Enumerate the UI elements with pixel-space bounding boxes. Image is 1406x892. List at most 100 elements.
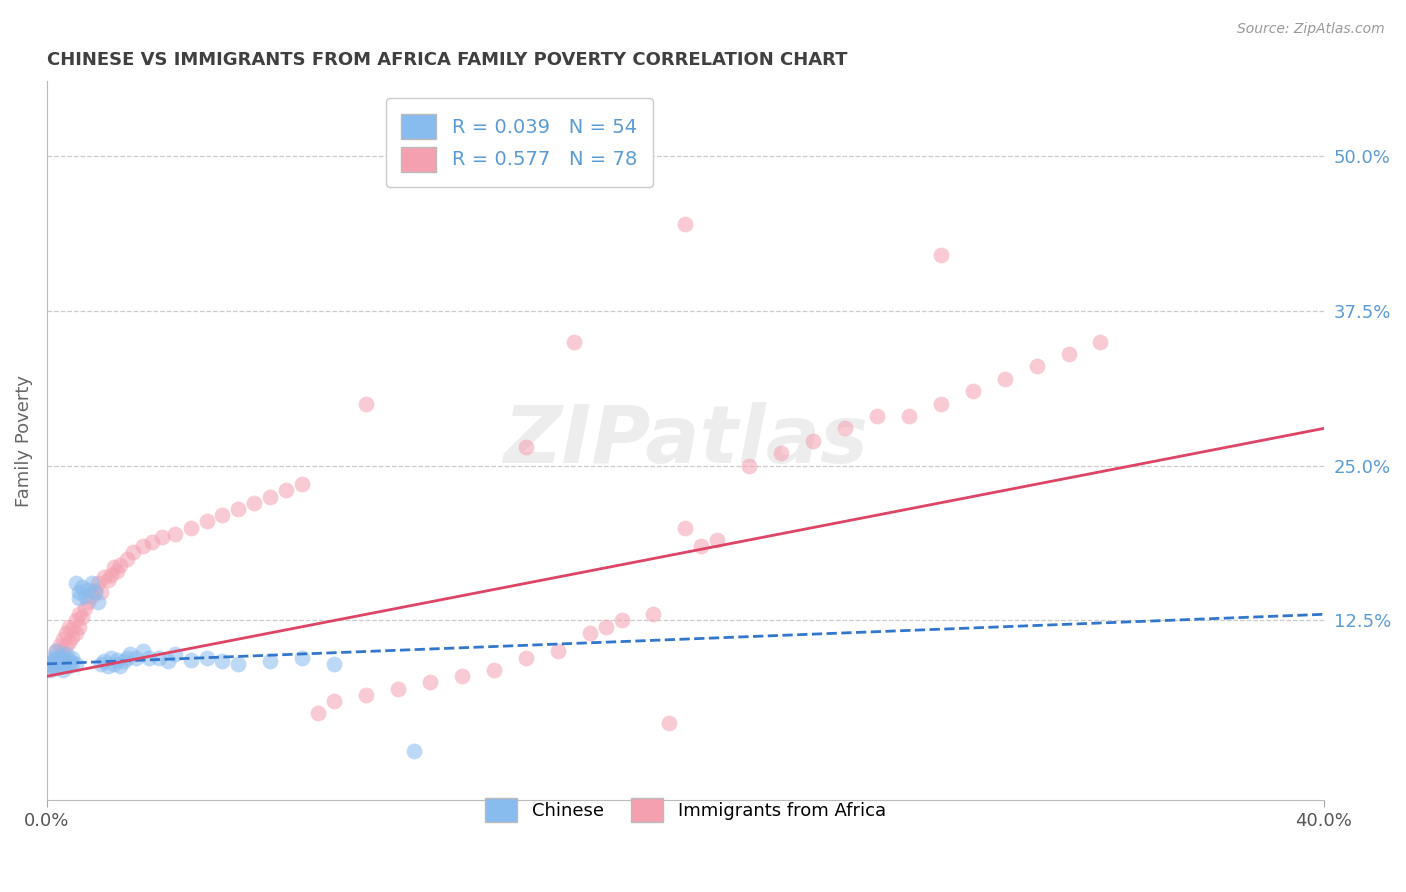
Point bbox=[148, 650, 170, 665]
Point bbox=[42, 659, 65, 673]
Point bbox=[195, 514, 218, 528]
Point bbox=[738, 458, 761, 473]
Point bbox=[58, 659, 80, 673]
Point bbox=[105, 564, 128, 578]
Point bbox=[547, 644, 569, 658]
Point bbox=[67, 585, 90, 599]
Point bbox=[866, 409, 889, 423]
Point bbox=[125, 650, 148, 665]
Point bbox=[929, 396, 952, 410]
Point bbox=[42, 654, 65, 668]
Point bbox=[770, 446, 793, 460]
Point bbox=[482, 663, 505, 677]
Point bbox=[141, 535, 163, 549]
Point bbox=[90, 657, 112, 671]
Point bbox=[39, 657, 62, 671]
Point bbox=[55, 647, 77, 661]
Point bbox=[706, 533, 728, 547]
Point bbox=[419, 675, 441, 690]
Point bbox=[163, 526, 186, 541]
Point bbox=[65, 626, 87, 640]
Point bbox=[994, 372, 1017, 386]
Point bbox=[55, 626, 77, 640]
Point bbox=[67, 591, 90, 606]
Point bbox=[55, 654, 77, 668]
Point bbox=[103, 657, 125, 671]
Text: CHINESE VS IMMIGRANTS FROM AFRICA FAMILY POVERTY CORRELATION CHART: CHINESE VS IMMIGRANTS FROM AFRICA FAMILY… bbox=[46, 51, 848, 69]
Point bbox=[52, 652, 75, 666]
Point bbox=[115, 551, 138, 566]
Point bbox=[55, 638, 77, 652]
Point bbox=[643, 607, 665, 622]
Point bbox=[673, 217, 696, 231]
Point bbox=[52, 632, 75, 646]
Point bbox=[77, 582, 100, 597]
Point bbox=[62, 622, 84, 636]
Point bbox=[658, 716, 681, 731]
Point bbox=[1025, 359, 1047, 374]
Point bbox=[150, 531, 173, 545]
Point bbox=[801, 434, 824, 448]
Point bbox=[929, 248, 952, 262]
Point bbox=[83, 582, 105, 597]
Text: ZIPatlas: ZIPatlas bbox=[503, 401, 868, 480]
Point bbox=[45, 644, 67, 658]
Point bbox=[276, 483, 298, 498]
Point bbox=[62, 630, 84, 644]
Point bbox=[228, 502, 250, 516]
Point bbox=[48, 654, 70, 668]
Point bbox=[180, 520, 202, 534]
Y-axis label: Family Poverty: Family Poverty bbox=[15, 375, 32, 507]
Point bbox=[259, 654, 281, 668]
Point bbox=[48, 638, 70, 652]
Point bbox=[354, 396, 377, 410]
Point bbox=[70, 609, 93, 624]
Point bbox=[138, 650, 160, 665]
Point bbox=[402, 744, 425, 758]
Point bbox=[112, 654, 135, 668]
Point bbox=[80, 589, 103, 603]
Point bbox=[65, 614, 87, 628]
Point bbox=[259, 490, 281, 504]
Point bbox=[80, 576, 103, 591]
Point bbox=[118, 647, 141, 661]
Point bbox=[897, 409, 920, 423]
Point bbox=[180, 653, 202, 667]
Point bbox=[42, 650, 65, 665]
Point bbox=[70, 580, 93, 594]
Point bbox=[67, 607, 90, 622]
Point bbox=[962, 384, 984, 399]
Point bbox=[39, 663, 62, 677]
Point bbox=[45, 653, 67, 667]
Point bbox=[673, 520, 696, 534]
Point bbox=[211, 508, 233, 523]
Point bbox=[62, 656, 84, 670]
Point bbox=[52, 663, 75, 677]
Point bbox=[58, 634, 80, 648]
Point bbox=[52, 647, 75, 661]
Point bbox=[67, 620, 90, 634]
Point bbox=[103, 560, 125, 574]
Point bbox=[690, 539, 713, 553]
Legend: Chinese, Immigrants from Africa: Chinese, Immigrants from Africa bbox=[472, 786, 898, 834]
Point bbox=[122, 545, 145, 559]
Point bbox=[58, 653, 80, 667]
Point bbox=[100, 567, 122, 582]
Point bbox=[451, 669, 474, 683]
Point bbox=[578, 626, 600, 640]
Point bbox=[195, 650, 218, 665]
Point bbox=[83, 585, 105, 599]
Point bbox=[387, 681, 409, 696]
Point bbox=[131, 644, 153, 658]
Point bbox=[93, 570, 115, 584]
Point bbox=[243, 496, 266, 510]
Point bbox=[58, 620, 80, 634]
Point bbox=[48, 659, 70, 673]
Point bbox=[87, 595, 110, 609]
Point bbox=[105, 653, 128, 667]
Point bbox=[75, 589, 97, 603]
Point bbox=[157, 654, 180, 668]
Point bbox=[1090, 334, 1112, 349]
Point bbox=[96, 659, 118, 673]
Point bbox=[65, 576, 87, 591]
